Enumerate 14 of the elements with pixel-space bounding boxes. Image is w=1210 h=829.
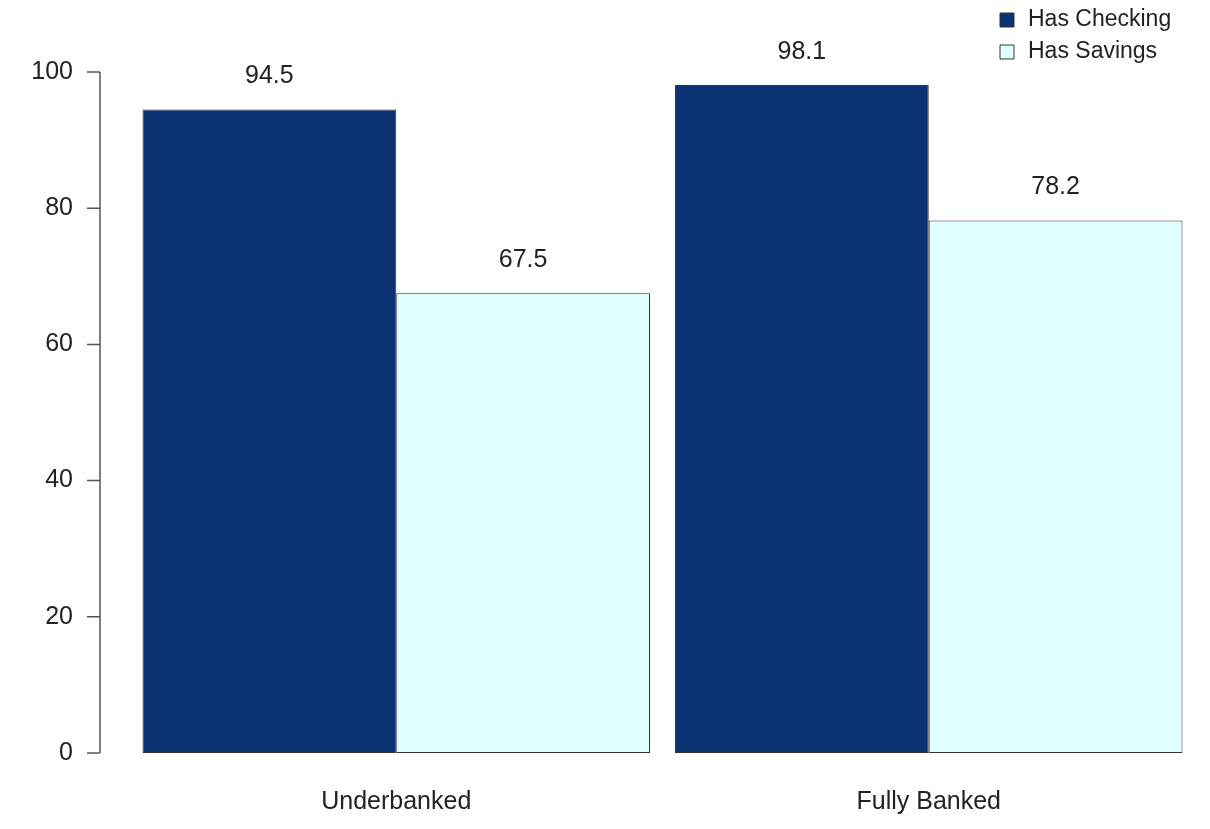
y-tick-label: 20: [45, 600, 73, 629]
data-label: 94.5: [245, 60, 294, 89]
x-tick-label: Fully Banked: [856, 785, 1002, 814]
x-tick-label: Underbanked: [321, 785, 472, 814]
legend-label: Has Savings: [1028, 37, 1158, 64]
y-tick-label: 0: [59, 736, 73, 765]
y-tick-label: 40: [45, 464, 73, 493]
y-tick-label: 80: [45, 192, 73, 221]
y-tick-label: 100: [31, 55, 73, 84]
data-label: 67.5: [498, 244, 548, 273]
data-label: 98.1: [777, 35, 827, 64]
legend-label: Has Checking: [1028, 5, 1172, 32]
data-label: 78.2: [1031, 171, 1080, 200]
y-tick-label: 60: [45, 328, 73, 357]
